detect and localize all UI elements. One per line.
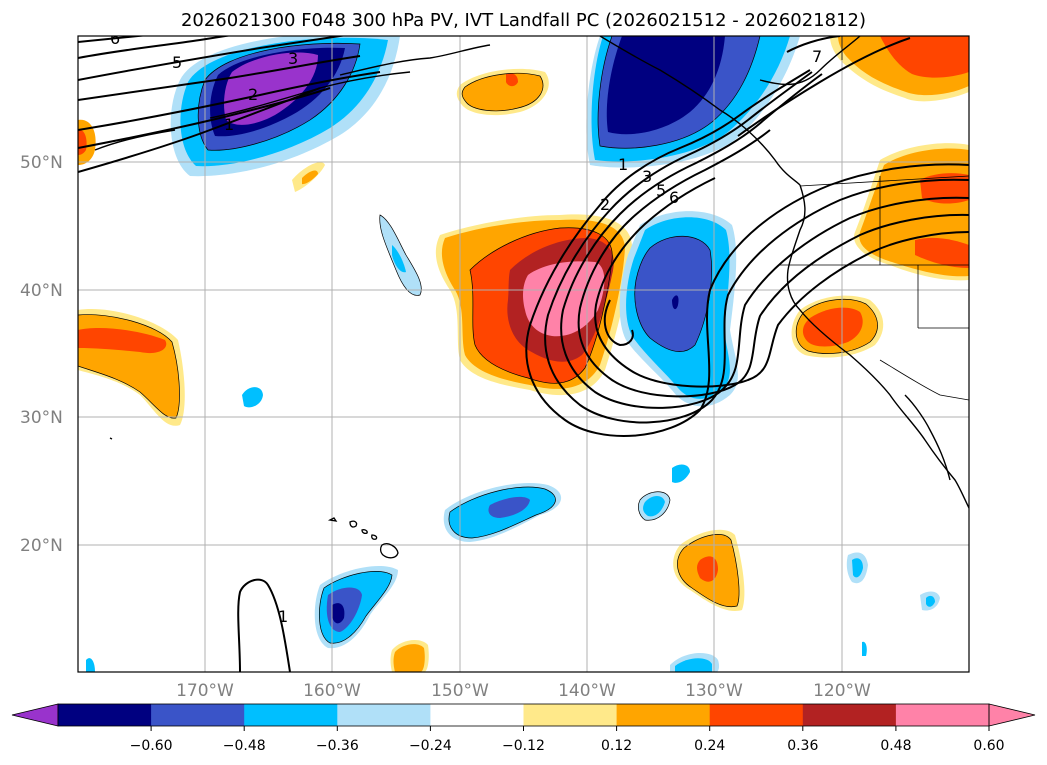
- lat-label: 50°N: [20, 153, 63, 173]
- map-title: 2026021300 F048 300 hPa PV, IVT Landfall…: [180, 10, 867, 31]
- contour-label: 2: [600, 195, 610, 214]
- latitude-labels: 50°N 40°N 30°N 20°N: [20, 153, 63, 556]
- colorbar-segment: [709, 704, 804, 726]
- colorbar-segment: [616, 704, 711, 726]
- contour-label: 1: [618, 155, 628, 174]
- colorbar-tick-label: 0.24: [694, 738, 725, 754]
- shading-outlines: [78, 36, 878, 644]
- colorbar: −0.60 −0.48 −0.36 −0.24 −0.12 0.12 0.24 0.36 0.4…: [11, 703, 1036, 754]
- colorbar-segment: [151, 704, 245, 726]
- map-panel: 6 5 3 2 1 1 3 5 6 2 7 1: [78, 29, 969, 672]
- contour-label: 2: [248, 85, 258, 104]
- contour-label: 6: [669, 188, 679, 207]
- contour-label: 5: [172, 53, 182, 72]
- lon-label: 170°W: [176, 681, 234, 701]
- contour-label: 1: [278, 607, 288, 626]
- lat-label: 20°N: [20, 536, 63, 556]
- lon-label: 160°W: [303, 681, 361, 701]
- colorbar-segment: [895, 704, 990, 726]
- lat-label: 40°N: [20, 281, 63, 301]
- contour-label: 5: [656, 181, 666, 200]
- lon-label: 150°W: [431, 681, 489, 701]
- coastlines: [94, 36, 969, 509]
- borders: [780, 36, 969, 401]
- contour-label: 1: [224, 115, 234, 134]
- colorbar-arrow-low: [11, 703, 59, 727]
- colorbar-segment: [430, 704, 524, 726]
- colorbar-tick-label: 0.48: [880, 738, 911, 754]
- colorbar-tick-label: −0.60: [130, 738, 173, 754]
- colorbar-tick-label: −0.12: [502, 738, 545, 754]
- colorbar-tick-label: 0.36: [787, 738, 818, 754]
- colorbar-segment: [523, 704, 618, 726]
- colorbar-arrow-high: [988, 703, 1036, 727]
- contour-label: 3: [642, 167, 652, 186]
- contour-labels: 6 5 3 2 1 1 3 5 6 2 7 1: [110, 29, 822, 626]
- pv-shading: [78, 36, 969, 672]
- contour-label: 6: [110, 29, 120, 48]
- ivt-contours: [78, 36, 969, 672]
- colorbar-tick-label: 0.12: [601, 738, 632, 754]
- map-frame: [77, 35, 970, 673]
- colorbar-segment: [337, 704, 431, 726]
- lon-label: 140°W: [558, 681, 616, 701]
- colorbar-tick-label: −0.36: [316, 738, 359, 754]
- colorbar-tick-label: 0.60: [973, 738, 1004, 754]
- colorbar-tick-label: −0.24: [409, 738, 452, 754]
- contour-label: 3: [288, 49, 298, 68]
- colorbar-tick-label: −0.48: [223, 738, 266, 754]
- lat-label: 30°N: [20, 408, 63, 428]
- contour-label: 7: [812, 47, 822, 66]
- colorbar-segment: [244, 704, 338, 726]
- colorbar-segment: [58, 704, 152, 726]
- longitude-labels: 170°W 160°W 150°W 140°W 130°W 120°W: [176, 681, 871, 701]
- lon-label: 130°W: [685, 681, 743, 701]
- hawaii-islands: [109, 437, 399, 559]
- colorbar-segment: [802, 704, 897, 726]
- lon-label: 120°W: [813, 681, 871, 701]
